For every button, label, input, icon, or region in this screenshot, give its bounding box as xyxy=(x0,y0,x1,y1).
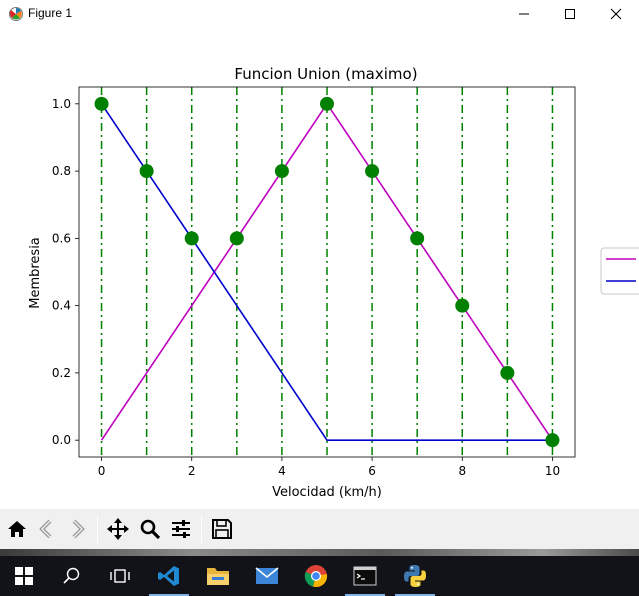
x-tick-label: 0 xyxy=(98,464,106,478)
y-tick-label: 0.2 xyxy=(52,366,71,380)
mail-icon xyxy=(255,567,279,584)
python-icon xyxy=(404,565,426,587)
chrome-button[interactable] xyxy=(292,556,340,596)
move-icon xyxy=(107,518,129,540)
mail-button[interactable] xyxy=(243,556,291,596)
data-point xyxy=(545,433,560,448)
python-button[interactable] xyxy=(391,556,439,596)
figure-canvas[interactable]: Funcion Union (maximo) 0 2 4 6 8 10 0.0 0.2 0.4 0… xyxy=(0,28,639,508)
chrome-icon xyxy=(304,565,328,588)
maximize-icon xyxy=(565,9,575,19)
legend xyxy=(600,247,639,295)
minimize-button[interactable] xyxy=(501,0,547,28)
y-tick-label: 0.8 xyxy=(52,164,71,178)
magnifier-icon xyxy=(140,519,161,540)
data-point xyxy=(229,231,244,246)
data-point xyxy=(500,365,515,380)
maximize-button[interactable] xyxy=(547,0,593,28)
home-button[interactable] xyxy=(2,513,32,545)
back-button[interactable] xyxy=(32,513,62,545)
pan-button[interactable] xyxy=(103,513,133,545)
toolbar-separator xyxy=(97,515,98,543)
x-tick-label: 6 xyxy=(368,464,376,478)
x-tick-label: 8 xyxy=(458,464,466,478)
window-title: Figure 1 xyxy=(28,6,73,20)
terminal-button[interactable] xyxy=(341,556,389,596)
data-point xyxy=(184,231,199,246)
figure-window: Figure 1 Funcion Union (maximo) 0 2 4 6 8 10 0… xyxy=(0,0,639,549)
search-icon xyxy=(63,567,80,584)
start-button[interactable] xyxy=(0,556,48,596)
close-button[interactable] xyxy=(593,0,639,28)
data-point xyxy=(410,231,425,246)
navigation-toolbar xyxy=(0,509,639,549)
task-view-icon xyxy=(110,569,130,583)
close-icon xyxy=(610,8,622,20)
data-point xyxy=(320,96,334,111)
data-point xyxy=(365,164,380,179)
save-button[interactable] xyxy=(207,513,237,545)
configure-subplots-button[interactable] xyxy=(166,513,196,545)
x-axis-label: Velocidad (km/h) xyxy=(272,485,382,500)
x-tick-label: 4 xyxy=(278,464,286,478)
task-view-button[interactable] xyxy=(96,556,144,596)
search-button[interactable] xyxy=(48,556,96,596)
back-arrow-icon xyxy=(39,519,52,539)
data-point xyxy=(455,298,470,313)
terminal-icon xyxy=(353,566,377,586)
desktop-wallpaper xyxy=(0,549,639,556)
chart-title: Funcion Union (maximo) xyxy=(234,65,417,83)
y-tick-label: 0.4 xyxy=(52,299,71,313)
folder-icon xyxy=(207,568,229,585)
toolbar-separator xyxy=(201,515,202,543)
y-axis-label: Membresia xyxy=(28,237,43,309)
windows-logo-icon xyxy=(15,567,33,585)
forward-button[interactable] xyxy=(62,513,92,545)
forward-arrow-icon xyxy=(72,519,85,539)
series-line-2 xyxy=(100,103,553,441)
minimize-icon xyxy=(519,13,529,15)
data-point xyxy=(274,164,289,179)
home-icon xyxy=(8,521,26,537)
file-explorer-button[interactable] xyxy=(194,556,242,596)
data-point xyxy=(139,164,154,179)
data-point xyxy=(94,96,109,111)
zoom-button[interactable] xyxy=(135,513,165,545)
y-tick-label: 0.0 xyxy=(52,433,71,447)
title-bar[interactable]: Figure 1 xyxy=(0,0,639,28)
legend-box xyxy=(600,247,639,295)
x-tick-label: 2 xyxy=(188,464,196,478)
sliders-icon xyxy=(172,520,190,538)
vscode-icon xyxy=(158,566,179,586)
x-tick-label: 10 xyxy=(545,464,560,478)
matplotlib-icon xyxy=(9,7,23,21)
taskbar xyxy=(0,556,639,596)
y-tick-label: 1.0 xyxy=(52,97,71,111)
floppy-icon xyxy=(212,519,232,539)
plot-frame xyxy=(78,86,576,458)
y-tick-label: 0.6 xyxy=(52,231,71,245)
vscode-button[interactable] xyxy=(145,556,193,596)
